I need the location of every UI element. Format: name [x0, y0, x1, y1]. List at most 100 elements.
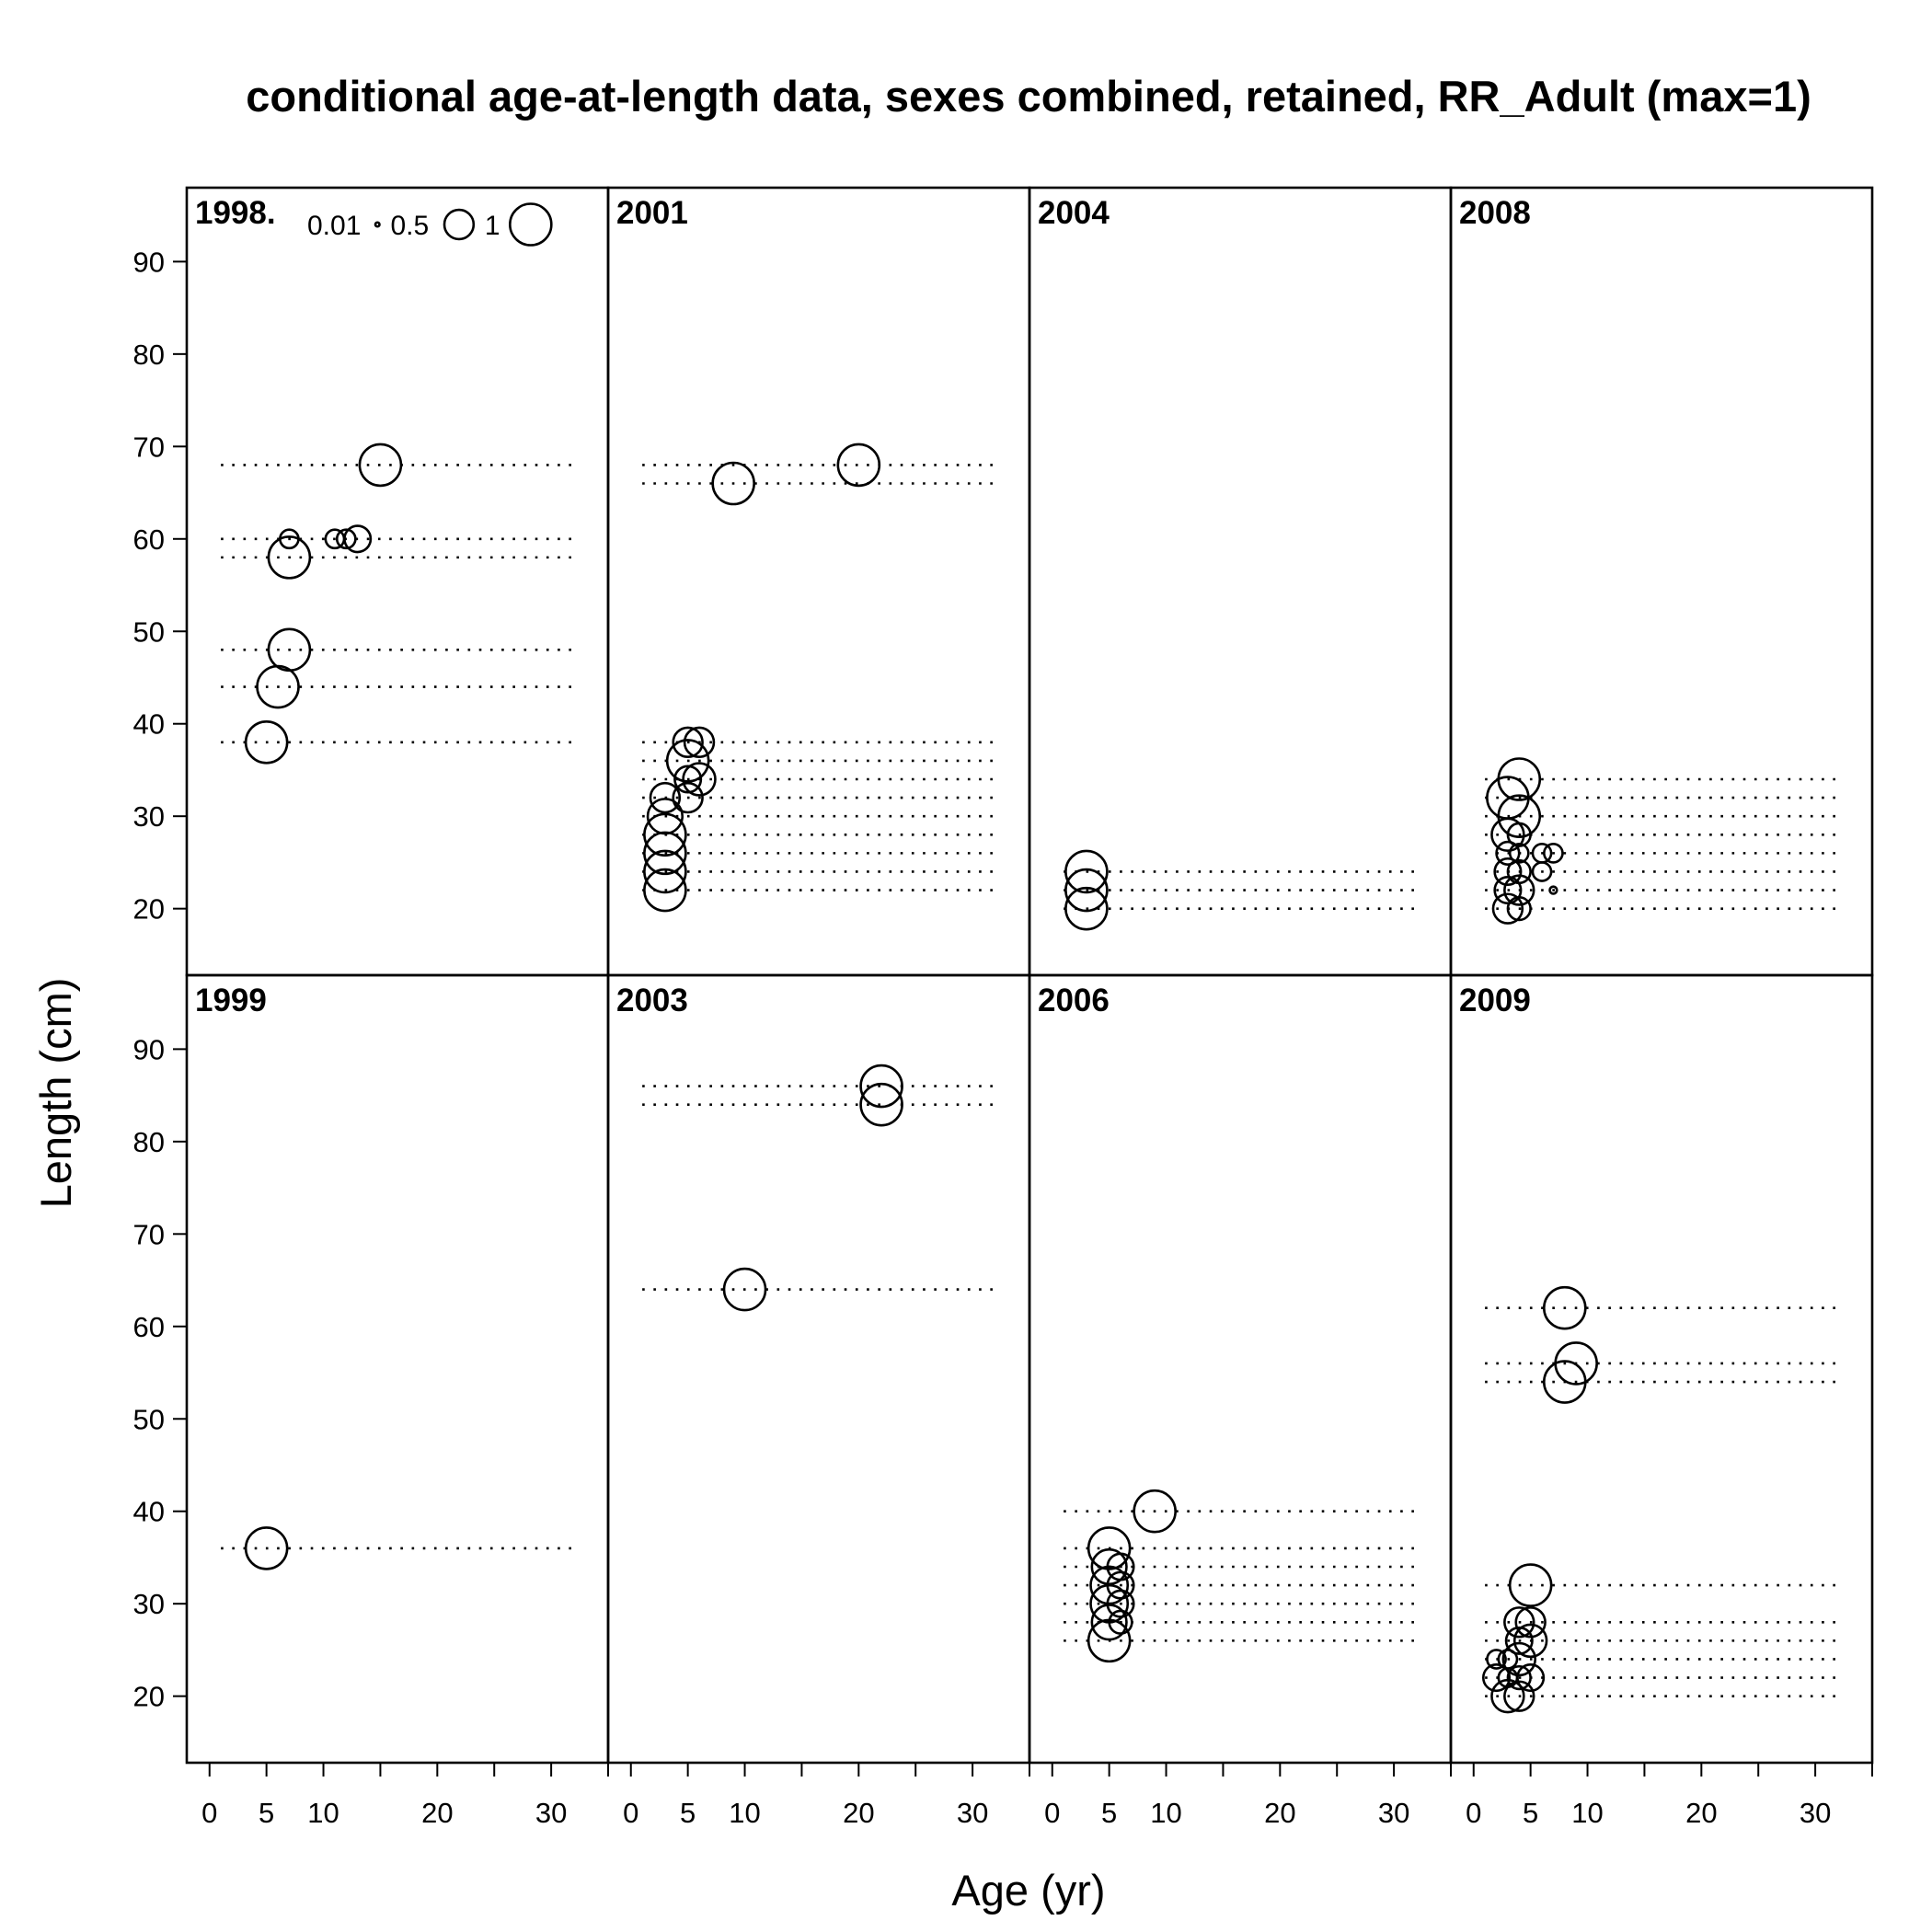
x-tick-label: 0	[1044, 1797, 1060, 1829]
legend-bubble	[374, 221, 381, 228]
y-tick-label: 40	[133, 1496, 165, 1528]
data-point	[1508, 1563, 1553, 1607]
data-point	[1542, 1285, 1587, 1330]
data-point	[1106, 1552, 1135, 1581]
panel-1998: 1998. 20 30 40 50 60 70 80 90 0.01 0.5 1	[133, 186, 610, 977]
data-point	[643, 868, 687, 913]
x-tick-label: 20	[1685, 1797, 1717, 1829]
legend-label: 1	[485, 211, 500, 241]
panel-label: 2008	[1459, 195, 1531, 231]
data-point	[682, 762, 717, 797]
data-point	[1554, 1341, 1598, 1386]
data-point	[1089, 1565, 1130, 1605]
data-point	[673, 765, 703, 794]
x-axis-title: Age (yr)	[951, 1866, 1105, 1915]
data-point	[1495, 840, 1521, 867]
y-tick-label: 70	[133, 431, 165, 463]
y-tick-label: 60	[133, 523, 165, 556]
data-point	[643, 849, 687, 894]
data-point	[859, 1082, 903, 1127]
data-point	[1064, 868, 1109, 913]
data-point	[722, 1267, 767, 1312]
data-point	[1064, 886, 1109, 931]
x-tick-label: 5	[259, 1797, 274, 1829]
legend-bubble	[443, 208, 476, 241]
x-tick-label: 5	[1523, 1797, 1538, 1829]
x-tick-label: 0	[623, 1797, 638, 1829]
y-tick-label: 40	[133, 708, 165, 741]
data-point	[1508, 843, 1530, 864]
y-tick-label: 20	[133, 1681, 165, 1713]
legend-bubble	[509, 202, 553, 247]
data-point	[643, 812, 687, 857]
x-tick-label: 20	[1264, 1797, 1295, 1829]
data-point	[672, 781, 704, 814]
data-point	[649, 781, 682, 814]
data-point	[1106, 1570, 1135, 1600]
data-point	[1491, 892, 1524, 925]
panel-label: 1998.	[195, 195, 276, 231]
y-tick-label: 80	[133, 339, 165, 371]
x-tick-label: 30	[1800, 1797, 1831, 1829]
data-point	[1064, 849, 1109, 894]
y-tick-label: 30	[133, 1588, 165, 1620]
y-tick-label: 60	[133, 1311, 165, 1343]
data-point	[1516, 1663, 1546, 1693]
x-tick-label: 5	[680, 1797, 696, 1829]
legend-label: 0.5	[391, 211, 430, 241]
legend-label: 0.01	[307, 211, 361, 241]
data-point	[1493, 876, 1523, 905]
data-point	[1506, 1664, 1532, 1691]
panel-border	[1449, 973, 1874, 1765]
data-point	[1486, 1649, 1507, 1670]
data-point	[244, 1526, 289, 1570]
data-point	[1087, 1526, 1132, 1570]
panel-2001: 2001	[606, 186, 1031, 977]
x-tick-label: 30	[957, 1797, 988, 1829]
x-tick-label: 5	[1101, 1797, 1117, 1829]
panel-label: 1999	[195, 983, 267, 1018]
x-tick-label: 10	[729, 1797, 760, 1829]
chart-title: conditional age-at-length data, sexes co…	[246, 72, 1811, 121]
data-point	[343, 524, 373, 554]
panel-2003: 2003 0 5 10 20 30	[606, 973, 1031, 1829]
x-tick-label: 20	[843, 1797, 874, 1829]
y-axis-title: Length (cm)	[31, 978, 80, 1209]
panel-2009: 2009 0 5 10 20 30	[1449, 973, 1874, 1829]
x-tick-label: 20	[421, 1797, 453, 1829]
y-tick-label: 70	[133, 1218, 165, 1250]
x-tick-label: 30	[1378, 1797, 1409, 1829]
data-point	[672, 726, 704, 759]
y-tick-label: 50	[133, 615, 165, 648]
data-point	[1133, 1489, 1177, 1534]
data-point	[646, 798, 684, 835]
y-tick-label: 50	[133, 1403, 165, 1435]
panel-label: 2001	[616, 195, 688, 231]
panel-label: 2006	[1038, 983, 1110, 1018]
data-point	[1481, 1663, 1512, 1693]
y-tick-label: 20	[133, 893, 165, 926]
data-point	[1504, 1626, 1534, 1655]
x-tick-label: 30	[535, 1797, 567, 1829]
y-tick-label: 90	[133, 246, 165, 278]
x-tick-label: 10	[1571, 1797, 1603, 1829]
data-point	[711, 461, 755, 506]
panel-1999: 1999 20 30 40 50 60 70 80 90 0 5 10 20 30	[133, 973, 610, 1829]
data-point	[279, 528, 300, 550]
data-point	[1090, 1547, 1128, 1586]
y-tick-label: 80	[133, 1126, 165, 1158]
data-point	[1503, 1606, 1535, 1639]
y-tick-label: 30	[133, 800, 165, 833]
panel-label: 2004	[1038, 195, 1110, 231]
data-point	[1501, 1641, 1536, 1677]
data-point	[358, 443, 403, 488]
data-point	[1548, 885, 1558, 895]
data-point	[1514, 1606, 1547, 1639]
data-point	[1531, 843, 1553, 864]
data-point	[859, 1064, 903, 1109]
panel-label: 2009	[1459, 983, 1531, 1018]
data-point	[1512, 1623, 1548, 1659]
data-point	[267, 535, 312, 580]
